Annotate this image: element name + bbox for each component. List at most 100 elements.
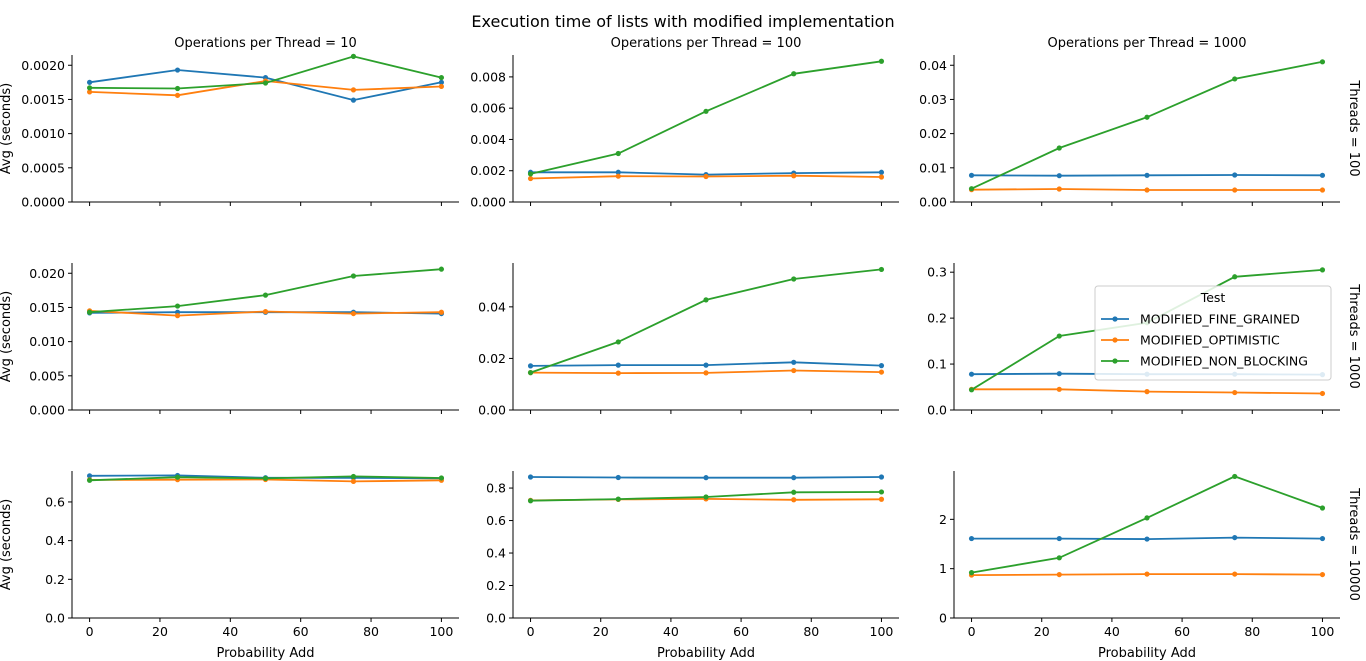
y-tick-label: 0.3 bbox=[927, 265, 947, 280]
x-tick-label: 80 bbox=[803, 624, 819, 639]
y-tick-label: 0.04 bbox=[478, 299, 506, 314]
facet-column-title: Operations per Thread = 1000 bbox=[1047, 36, 1246, 51]
data-point bbox=[174, 67, 181, 73]
facet-row-title: Threads = 1000 bbox=[1346, 283, 1361, 388]
data-point bbox=[878, 169, 885, 175]
data-point bbox=[1232, 389, 1238, 396]
facet-panel-r0-c1: 0.000 0.002 0.004 0.006 0.008 Operations per … bbox=[470, 36, 899, 210]
data-point bbox=[438, 74, 445, 81]
facet-panel-r0-c0: 0.0000 0.0005 0.0010 0.0015 0.0020 Operations… bbox=[0, 36, 459, 210]
data-point bbox=[615, 370, 621, 376]
y-tick-label: 0.0010 bbox=[21, 126, 65, 141]
data-point bbox=[968, 371, 975, 377]
y-tick-label: 0.000 bbox=[29, 403, 65, 418]
x-tick-label: 0 bbox=[968, 624, 976, 639]
data-point bbox=[527, 175, 534, 182]
data-point bbox=[703, 108, 709, 114]
data-point bbox=[1056, 333, 1062, 339]
data-point bbox=[527, 370, 534, 376]
data-point bbox=[262, 475, 269, 481]
y-tick-label: 0.02 bbox=[478, 351, 506, 366]
y-tick-label: 0.0 bbox=[486, 611, 506, 626]
y-tick-label: 2 bbox=[939, 512, 947, 527]
y-tick-label: 0 bbox=[939, 611, 947, 626]
data-point bbox=[262, 80, 269, 86]
data-point bbox=[703, 494, 709, 500]
data-point bbox=[615, 362, 621, 368]
y-tick-label: 0.002 bbox=[470, 163, 506, 178]
data-point bbox=[1056, 173, 1062, 179]
y-axis-label: Avg (seconds) bbox=[0, 291, 14, 383]
data-point bbox=[1056, 555, 1062, 561]
data-point bbox=[878, 266, 885, 273]
y-tick-label: 0.0 bbox=[927, 403, 947, 418]
data-point bbox=[1056, 571, 1062, 578]
data-point bbox=[615, 496, 621, 502]
data-point bbox=[1144, 515, 1150, 521]
y-tick-label: 0.02 bbox=[919, 126, 947, 141]
y-tick-label: 0.1 bbox=[927, 357, 947, 372]
data-point bbox=[615, 150, 621, 157]
x-tick-label: 80 bbox=[363, 624, 379, 639]
x-tick-label: 20 bbox=[593, 624, 609, 639]
data-point bbox=[262, 308, 269, 315]
y-tick-label: 0.0015 bbox=[21, 92, 65, 107]
series-line-modified-non-blocking bbox=[89, 268, 442, 314]
y-tick-label: 0.00 bbox=[919, 195, 947, 210]
data-point bbox=[1232, 76, 1238, 82]
y-tick-label: 0.004 bbox=[470, 132, 506, 147]
x-tick-label: 100 bbox=[429, 624, 453, 639]
data-point bbox=[615, 169, 621, 175]
data-point bbox=[1232, 274, 1238, 280]
data-point bbox=[1144, 389, 1150, 395]
data-point bbox=[791, 489, 797, 495]
legend-title: Test bbox=[1200, 290, 1226, 305]
data-point bbox=[350, 310, 357, 317]
data-point bbox=[350, 53, 357, 59]
data-point bbox=[174, 303, 181, 309]
legend-swatch-marker bbox=[1112, 337, 1118, 343]
y-tick-label: 0.005 bbox=[29, 368, 65, 383]
data-point bbox=[1319, 172, 1326, 178]
data-point bbox=[968, 535, 975, 542]
y-tick-label: 0.010 bbox=[29, 334, 65, 349]
data-point bbox=[1144, 571, 1150, 577]
x-tick-label: 80 bbox=[1244, 624, 1260, 639]
x-tick-label: 60 bbox=[293, 624, 309, 639]
data-point bbox=[791, 359, 797, 365]
data-point bbox=[86, 79, 93, 85]
x-tick-label: 40 bbox=[1104, 624, 1120, 639]
y-tick-label: 1 bbox=[939, 561, 947, 576]
y-tick-label: 0.020 bbox=[29, 266, 65, 281]
data-point bbox=[438, 83, 445, 90]
x-tick-label: 20 bbox=[152, 624, 168, 639]
x-axis-label: Probability Add bbox=[216, 646, 314, 661]
data-point bbox=[791, 173, 797, 179]
data-point bbox=[1232, 571, 1238, 577]
y-tick-label: 0.000 bbox=[470, 195, 506, 210]
data-point bbox=[791, 475, 797, 481]
data-point bbox=[1056, 145, 1062, 151]
data-point bbox=[1319, 535, 1326, 542]
y-tick-label: 0.03 bbox=[919, 92, 947, 107]
x-tick-label: 0 bbox=[86, 624, 94, 639]
data-point bbox=[350, 273, 357, 279]
data-point bbox=[1319, 390, 1326, 397]
legend-swatch-marker bbox=[1112, 358, 1118, 364]
data-point bbox=[615, 339, 621, 345]
data-point bbox=[1144, 187, 1150, 193]
data-point bbox=[878, 474, 885, 480]
data-point bbox=[350, 97, 357, 103]
data-point bbox=[703, 370, 709, 376]
data-point bbox=[615, 173, 621, 179]
y-tick-label: 0.01 bbox=[919, 160, 947, 175]
facet-panel-r2-c0: 0.0 0.2 0.4 0.6 0 20 40 60 80 100 Avg (seconds) Pro… bbox=[0, 471, 459, 661]
data-point bbox=[1144, 536, 1150, 542]
data-point bbox=[1232, 534, 1238, 541]
data-point bbox=[878, 369, 885, 375]
series-line-modified-non-blocking bbox=[530, 60, 882, 175]
data-point bbox=[86, 85, 93, 91]
data-point bbox=[968, 186, 975, 192]
series-line-modified-non-blocking bbox=[530, 268, 882, 374]
data-point bbox=[878, 363, 885, 369]
